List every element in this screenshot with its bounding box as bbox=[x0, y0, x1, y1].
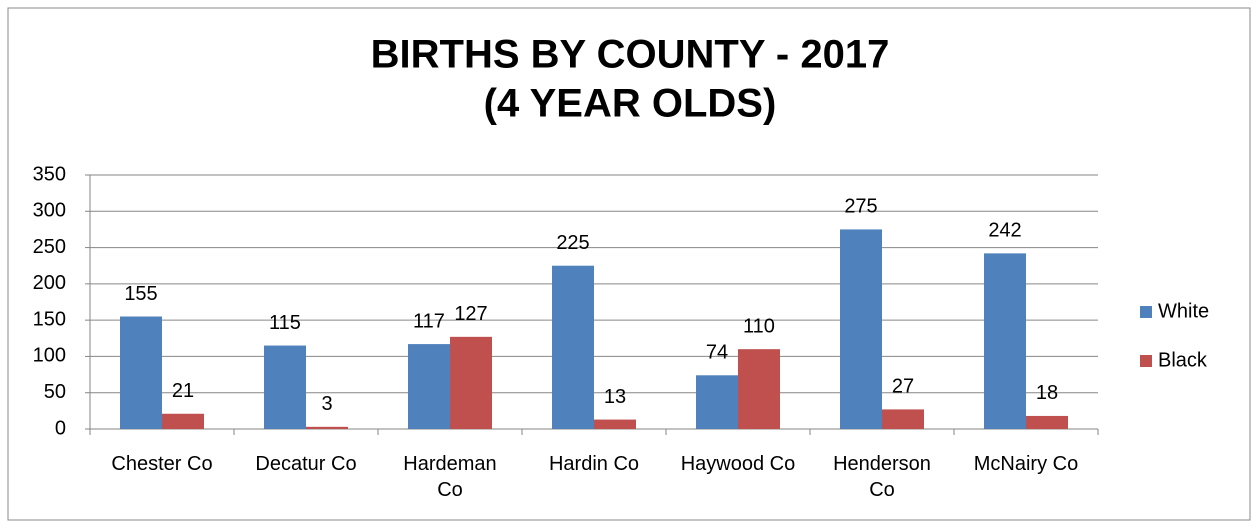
chart-title: BIRTHS BY COUNTY - 2017 bbox=[371, 33, 890, 77]
bar bbox=[306, 426, 348, 429]
chart-border bbox=[7, 7, 1251, 521]
legend-label: Black bbox=[1158, 349, 1208, 371]
legend-label: White bbox=[1158, 300, 1209, 322]
x-tick-label: Henderson Co bbox=[833, 453, 931, 501]
data-label: 27 bbox=[892, 376, 914, 398]
y-tick-label: 350 bbox=[33, 163, 66, 185]
x-tick-label: McNairy Co bbox=[973, 453, 1079, 475]
y-tick-label: 50 bbox=[44, 381, 66, 403]
data-label: 242 bbox=[988, 220, 1021, 242]
data-label: 275 bbox=[844, 196, 877, 218]
x-tick-label: Decatur Co bbox=[255, 453, 357, 475]
bar bbox=[1026, 415, 1068, 429]
data-label: 155 bbox=[124, 283, 157, 305]
data-label: 3 bbox=[321, 393, 332, 415]
bar bbox=[408, 344, 450, 429]
y-tick-label: 200 bbox=[33, 272, 66, 294]
bar bbox=[984, 253, 1026, 429]
data-label: 18 bbox=[1036, 382, 1058, 404]
data-label: 110 bbox=[743, 315, 775, 337]
y-tick-label: 0 bbox=[55, 417, 66, 439]
data-label: 127 bbox=[454, 303, 487, 325]
y-tick-label: 150 bbox=[33, 308, 66, 330]
bar bbox=[162, 413, 204, 429]
legend-swatch bbox=[1140, 355, 1152, 367]
x-tick-label: Hardeman Co bbox=[403, 453, 497, 501]
bar bbox=[882, 409, 924, 429]
chart-subtitle: (4 YEAR OLDS) bbox=[484, 82, 777, 126]
data-label: 13 bbox=[604, 386, 626, 408]
y-tick-label: 300 bbox=[33, 200, 66, 222]
bar bbox=[738, 349, 780, 429]
y-tick-label: 100 bbox=[33, 345, 66, 367]
data-label: 21 bbox=[172, 380, 194, 402]
data-label: 225 bbox=[556, 232, 589, 254]
data-label: 74 bbox=[706, 342, 728, 364]
bar bbox=[696, 375, 738, 429]
bar bbox=[450, 336, 492, 429]
x-tick-label: Hardin Co bbox=[548, 453, 640, 475]
data-label: 117 bbox=[413, 310, 445, 332]
bar bbox=[840, 229, 882, 429]
y-tick-label: 250 bbox=[33, 236, 66, 258]
bar bbox=[552, 265, 594, 429]
legend-swatch bbox=[1140, 306, 1152, 318]
data-label: 115 bbox=[269, 312, 301, 334]
bar bbox=[120, 316, 162, 429]
x-tick-label: Chester Co bbox=[111, 453, 213, 475]
bar bbox=[594, 419, 636, 429]
bar bbox=[264, 345, 306, 429]
x-tick-label: Haywood Co bbox=[680, 453, 796, 475]
